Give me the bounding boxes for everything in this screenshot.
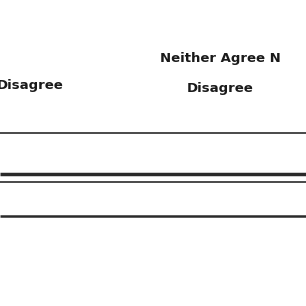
Text: Disagree: Disagree [187, 82, 254, 95]
Text: Disagree: Disagree [0, 79, 64, 92]
Text: Neither Agree N: Neither Agree N [160, 52, 281, 65]
